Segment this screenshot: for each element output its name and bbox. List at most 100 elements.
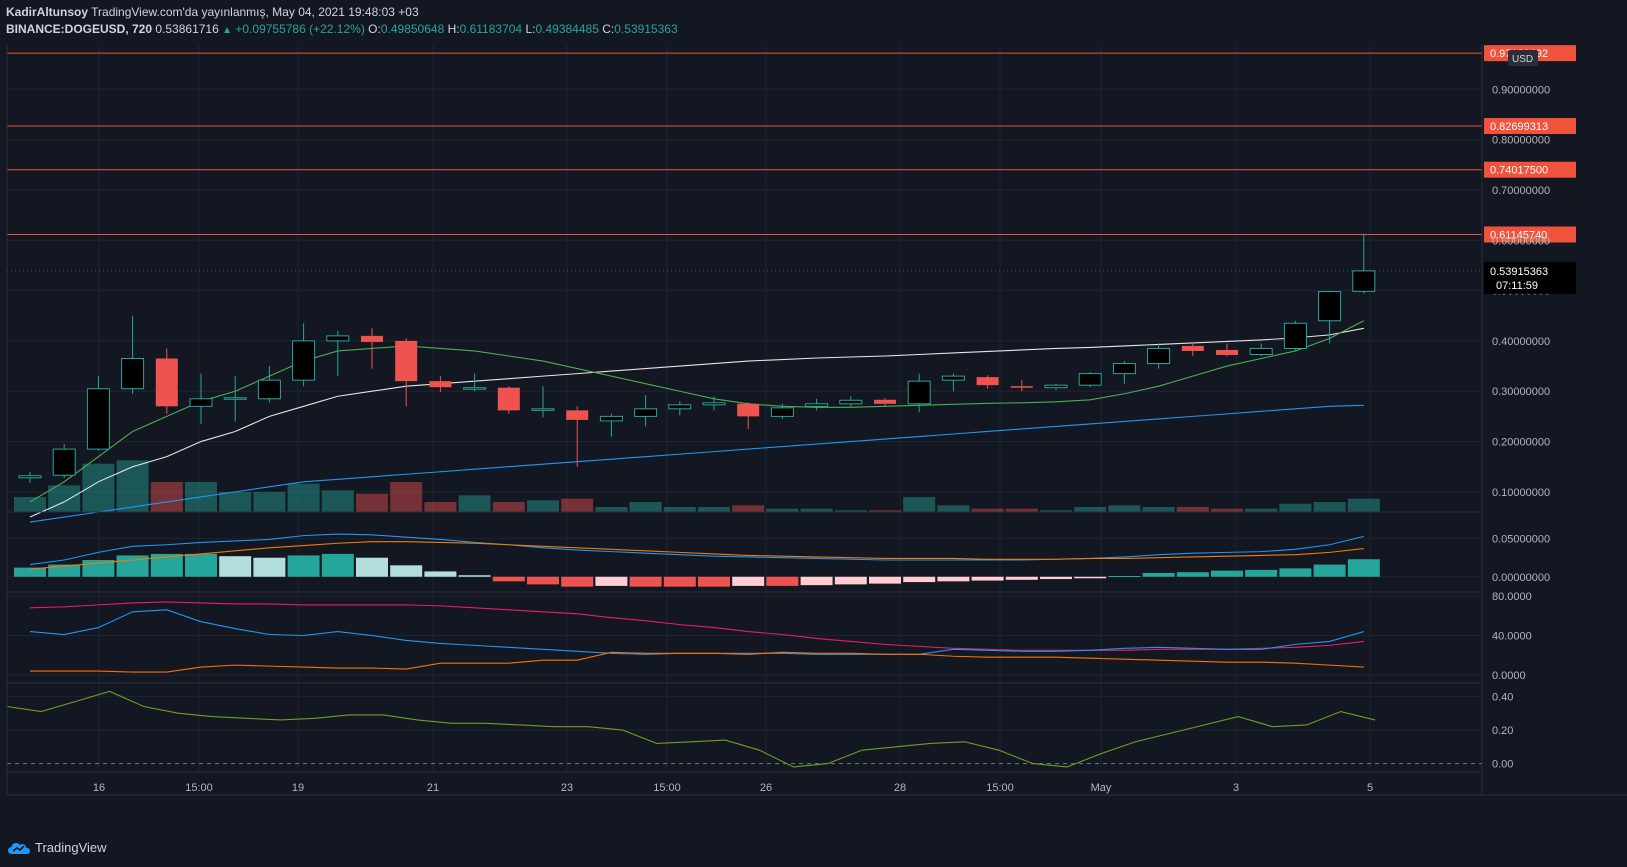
histogram-bar [150, 553, 183, 577]
candle-body [1010, 386, 1033, 388]
time-tick-label: 16 [93, 782, 105, 794]
plus-di-line [29, 609, 1364, 655]
price-level-label: 0.74017500 [1490, 165, 1548, 177]
close-value: 0.53915363 [614, 22, 678, 36]
volume-bar [663, 507, 696, 512]
osc-tick-label: 0.00000000 [1492, 572, 1550, 584]
publish-info: KadirAltunsoy TradingView.com'da yayınla… [6, 5, 419, 19]
price-tick-label: 0.30000000 [1492, 386, 1550, 398]
histogram-bar [458, 575, 491, 577]
close-label: C: [602, 22, 615, 36]
histogram-bar [903, 576, 936, 583]
histogram-bar [321, 553, 354, 577]
volume-bar [595, 507, 628, 512]
histogram-bar [629, 576, 662, 587]
volume-bar [390, 482, 423, 512]
volume-bar [1279, 503, 1312, 512]
price-level-label: 0.61145740 [1490, 229, 1547, 241]
histogram-bar [1245, 569, 1278, 577]
volume-bar [1040, 510, 1072, 512]
candle-body [1181, 345, 1204, 351]
open-label: O: [368, 22, 381, 36]
osc-tick-label: 0.05000000 [1492, 534, 1550, 546]
candle-body [1078, 373, 1102, 386]
momentum-tick-label: 0.40 [1492, 691, 1513, 703]
time-tick-label: 3 [1233, 782, 1239, 794]
price-tick-label: 0.10000000 [1492, 487, 1550, 499]
brand-name: TradingView [35, 840, 107, 855]
price-level-tag [1484, 161, 1576, 178]
volume-bar [1211, 508, 1243, 512]
volume-bar [561, 498, 594, 512]
price-level-tag [1484, 226, 1576, 243]
candle-body [1112, 363, 1136, 375]
histogram-bar [561, 576, 594, 587]
candle-body [941, 375, 965, 381]
volume-bar [253, 492, 286, 512]
histogram-bar [219, 556, 252, 577]
candle-body [874, 399, 896, 404]
candle-body [599, 415, 623, 422]
minus-di-line [30, 651, 1364, 673]
volume-bar [698, 507, 730, 512]
volume-bar [287, 483, 320, 512]
candle-body [1147, 347, 1171, 365]
candle-body [634, 408, 658, 417]
price-level-tag [1484, 118, 1576, 135]
histogram-bar [185, 553, 217, 577]
volume-bar [1005, 508, 1038, 512]
histogram-bar [253, 557, 286, 577]
momentum-line [6, 690, 1376, 768]
author-name[interactable]: KadirAltunsoy [6, 5, 89, 19]
dmi-tick-label: 80.0000 [1492, 591, 1532, 603]
volume-bar [1108, 505, 1141, 512]
candle-body [1216, 349, 1238, 355]
candle-body [1044, 384, 1068, 389]
candle-body [668, 404, 692, 410]
volume-bar [321, 490, 354, 512]
symbol-name[interactable]: BINANCE:DOGEUSD, 720 [6, 22, 153, 36]
price-tick-label: 0.70000000 [1492, 185, 1550, 197]
volume-bar [424, 502, 457, 512]
high-label: H: [447, 22, 460, 36]
time-tick-label: 15:00 [185, 782, 213, 794]
candle-body [189, 398, 213, 407]
volume-bar [14, 497, 46, 512]
candle-body [566, 410, 589, 420]
candle-body [223, 397, 247, 400]
volume-bar [629, 502, 662, 512]
candle-body [976, 377, 999, 386]
histogram-bar [356, 557, 388, 577]
volume-bar [971, 508, 1004, 512]
tradingview-logo[interactable]: TradingView [8, 840, 107, 855]
dmi-tick-label: 40.0000 [1492, 631, 1532, 643]
candle-body [18, 475, 42, 479]
volume-bar [150, 482, 183, 512]
price-tick-label: 0.90000000 [1492, 84, 1550, 96]
histogram-bar [14, 567, 46, 577]
price-tick-label: 0.20000000 [1492, 437, 1550, 449]
volume-bar [48, 485, 81, 512]
candle-body [770, 407, 794, 417]
histogram-bar [1176, 572, 1209, 577]
candle-body [907, 380, 931, 405]
candle-body [395, 340, 418, 382]
low-value: 0.49384485 [535, 22, 599, 36]
histogram-bar [698, 576, 730, 587]
change-text: +0.09755786 (+22.12%) [235, 22, 365, 36]
candle-body [121, 358, 145, 390]
dmi-tick-label: 0.0000 [1492, 670, 1526, 682]
histogram-bar [937, 576, 970, 582]
volume-bar [116, 460, 149, 512]
last-price-tag [1484, 261, 1576, 294]
histogram-bar [834, 576, 867, 585]
histogram-bar [1142, 572, 1175, 577]
candle-body [52, 448, 76, 476]
candle-body [429, 381, 452, 388]
signal-line [29, 541, 1364, 570]
candle-body [361, 335, 383, 342]
price-level-label: 0.82699313 [1490, 121, 1548, 133]
histogram-bar [595, 576, 628, 586]
macd-line [29, 533, 1364, 566]
